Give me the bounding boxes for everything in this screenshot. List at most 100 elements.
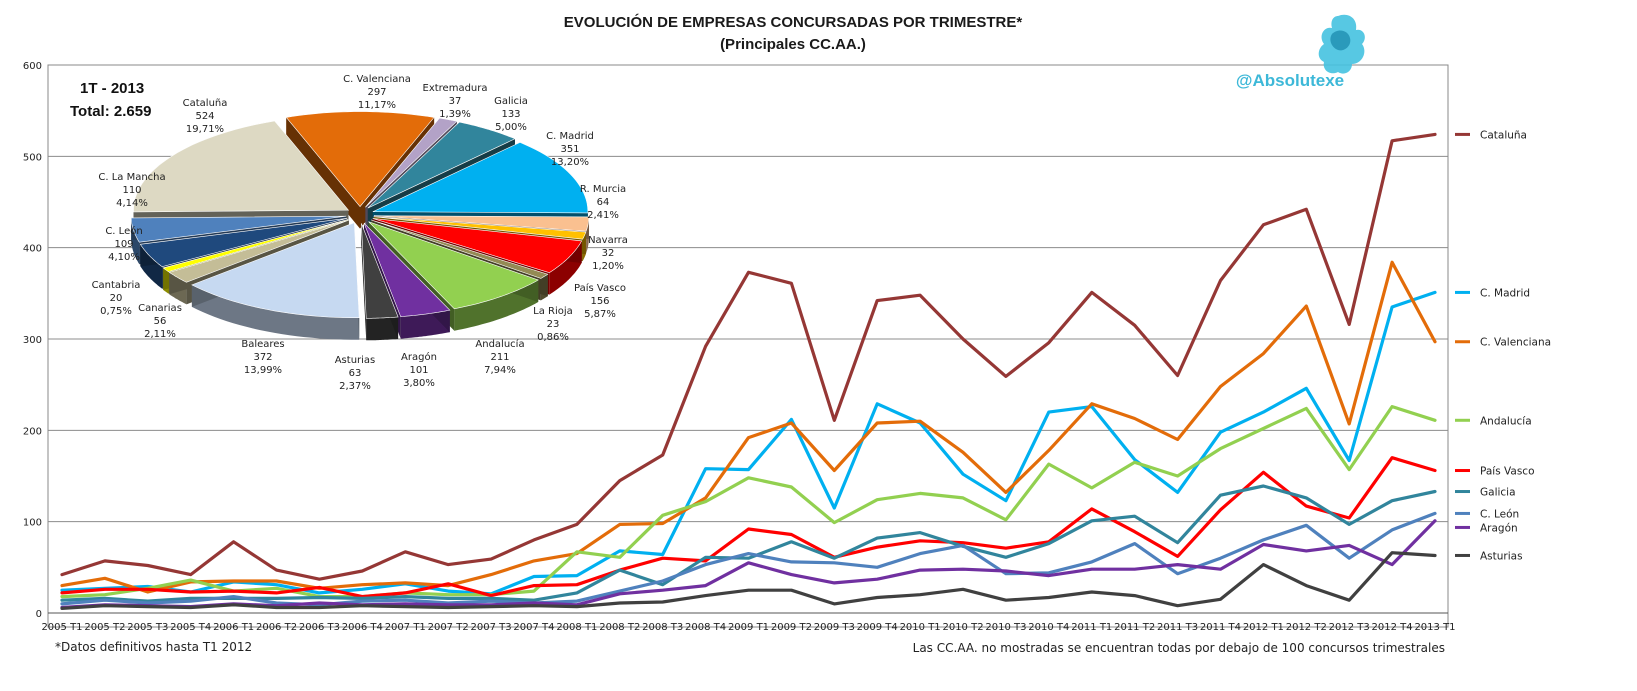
pie-label-line-0: Asturias	[335, 355, 376, 366]
pie-label-c-la-mancha: C. La Mancha 110 4,14%	[98, 172, 165, 209]
pie-label-line-0: C. Valenciana	[343, 74, 411, 85]
y-tick-100: 100	[23, 518, 42, 529]
pie-label-line-1: 109	[114, 239, 133, 250]
series-line-c-madrid	[60, 290, 1437, 596]
pie-label-galicia: Galicia 133 5,00%	[494, 96, 528, 133]
pie-top-c-madrid	[372, 142, 589, 214]
pie-top-andalucia	[368, 221, 539, 310]
pie-label-line-0: C. León	[105, 225, 142, 237]
pie-top-c-leon	[139, 218, 348, 268]
y-tick-0: 0	[36, 609, 42, 620]
pie-top-c-la-mancha	[130, 215, 347, 243]
x-tick-2006-t4: 2006 T4	[342, 622, 383, 633]
pie-wall-canarias-1	[169, 220, 349, 295]
pie-label-line-0: Extremadura	[423, 83, 488, 94]
x-tick-2008-t1: 2008 T1	[556, 622, 597, 633]
pie-label-line-1: 37	[449, 96, 462, 107]
x-tick-2005-t2: 2005 T2	[84, 622, 125, 633]
pie-top-pais-vasco	[372, 218, 583, 274]
pie-label-line-2: 2,11%	[144, 329, 176, 340]
pie-label-line-2: 2,37%	[339, 381, 371, 392]
pie-label-line-2: 11,17%	[358, 100, 396, 111]
legend-label-c-madrid: C. Madrid	[1480, 287, 1530, 299]
pie-label-line-2: 4,14%	[116, 198, 148, 209]
griffin-logo-icon	[1318, 14, 1365, 74]
pie-top-aragon	[363, 222, 451, 318]
pie-label-c-leon: C. León 109 4,10%	[105, 225, 142, 263]
x-tick-2011-t3: 2011 T3	[1157, 622, 1198, 633]
pie-label-canarias: Canarias 56 2,11%	[138, 303, 182, 340]
x-tick-2012-t2: 2012 T2	[1286, 622, 1327, 633]
pie-label-line-2: 13,99%	[244, 365, 282, 376]
pie-label-line-0: R. Murcia	[580, 184, 626, 195]
x-tick-2006-t3: 2006 T3	[299, 622, 340, 633]
x-tick-2012-t3: 2012 T3	[1329, 622, 1370, 633]
pie-label-line-0: Baleares	[241, 339, 284, 350]
x-tick-2010-t3: 2010 T3	[985, 622, 1026, 633]
y-tick-200: 200	[23, 426, 42, 437]
series-lines	[60, 132, 1437, 611]
x-tick-2013-t1: 2013 T1	[1414, 622, 1455, 633]
legend-label-cataluna: Cataluña	[1480, 129, 1527, 141]
pie-side-asturias	[366, 317, 399, 341]
pie-top-extremadura	[365, 117, 458, 208]
series-line-c-valenciana	[60, 260, 1437, 594]
pie-label-line-0: Galicia	[494, 96, 528, 107]
pie-label-line-1: 297	[367, 87, 386, 98]
pie-top-baleares	[191, 222, 360, 318]
pie-label-line-2: 5,87%	[584, 309, 616, 320]
x-tick-2006-t2: 2006 T2	[256, 622, 297, 633]
pie-label-line-0: C. La Mancha	[98, 172, 165, 183]
x-tick-2009-t3: 2009 T3	[814, 622, 855, 633]
chart-subtitle: (Principales CC.AA.)	[720, 36, 866, 53]
pie-top-cataluna	[133, 120, 350, 213]
x-tick-2009-t1: 2009 T1	[728, 622, 769, 633]
legend-label-pais-vasco: País Vasco	[1480, 466, 1535, 478]
x-tick-2007-t4: 2007 T4	[513, 622, 554, 633]
pie-top-asturias	[361, 223, 399, 319]
x-tick-2008-t4: 2008 T4	[685, 622, 726, 633]
pie-label-line-1: 524	[195, 111, 214, 122]
pie-label-line-2: 13,20%	[551, 157, 589, 168]
pie-label-line-1: 63	[349, 368, 362, 379]
legend-label-galicia: Galicia	[1480, 487, 1516, 499]
pie-label-line-0: Cantabria	[92, 280, 141, 291]
pie-label-c-valenciana: C. Valenciana 297 11,17%	[343, 74, 411, 111]
pie-chart	[130, 111, 590, 341]
pie-label-line-1: 23	[547, 319, 560, 330]
y-axis-ticks: 0 100 200 300 400 500 600	[23, 61, 42, 620]
pie-label-line-0: País Vasco	[574, 282, 626, 294]
pie-label-line-2: 2,41%	[587, 210, 619, 221]
pie-top-galicia	[367, 121, 516, 209]
pie-label-line-1: 156	[590, 296, 609, 307]
pie-label-line-2: 19,71%	[186, 124, 224, 135]
pie-top-canarias	[168, 219, 349, 283]
pie-label-line-1: 211	[490, 352, 509, 363]
pie-top-c-valenciana	[285, 111, 435, 208]
x-tick-2011-t1: 2011 T1	[1071, 622, 1112, 633]
pie-label-line-0: Andalucía	[475, 338, 524, 350]
pie-label-line-2: 0,75%	[100, 306, 132, 317]
pie-label-line-0: Aragón	[401, 351, 437, 363]
pie-label-line-1: 101	[409, 365, 428, 376]
pie-label-asturias: Asturias 63 2,37%	[335, 355, 376, 392]
footnote-left: *Datos definitivos hasta T1 2012	[55, 640, 252, 654]
legend-label-andalucia: Andalucía	[1480, 415, 1532, 427]
series-line-pais-vasco	[60, 456, 1437, 599]
pie-side-baleares	[191, 284, 360, 340]
pie-label-line-1: 372	[253, 352, 272, 363]
pie-label-line-1: 56	[154, 316, 167, 327]
x-tick-2009-t4: 2009 T4	[857, 622, 898, 633]
x-tick-2007-t1: 2007 T1	[385, 622, 426, 633]
pie-label-pais-vasco: País Vasco 156 5,87%	[574, 282, 626, 320]
pie-label-extremadura: Extremadura 37 1,39%	[423, 83, 488, 120]
pie-label-baleares: Baleares 372 13,99%	[241, 339, 284, 376]
pie-label-line-1: 64	[597, 197, 610, 208]
pie-label-line-0: La Rioja	[533, 306, 573, 317]
x-tick-2010-t2: 2010 T2	[942, 622, 983, 633]
legend-label-aragon: Aragón	[1480, 522, 1518, 534]
series-line-galicia	[60, 484, 1437, 603]
pie-label-cataluna: Cataluña 524 19,71%	[183, 98, 228, 135]
x-axis-ticks: 2005 T1 2005 T2 2005 T3 2005 T4 2006 T1 2006 …	[41, 622, 1455, 633]
